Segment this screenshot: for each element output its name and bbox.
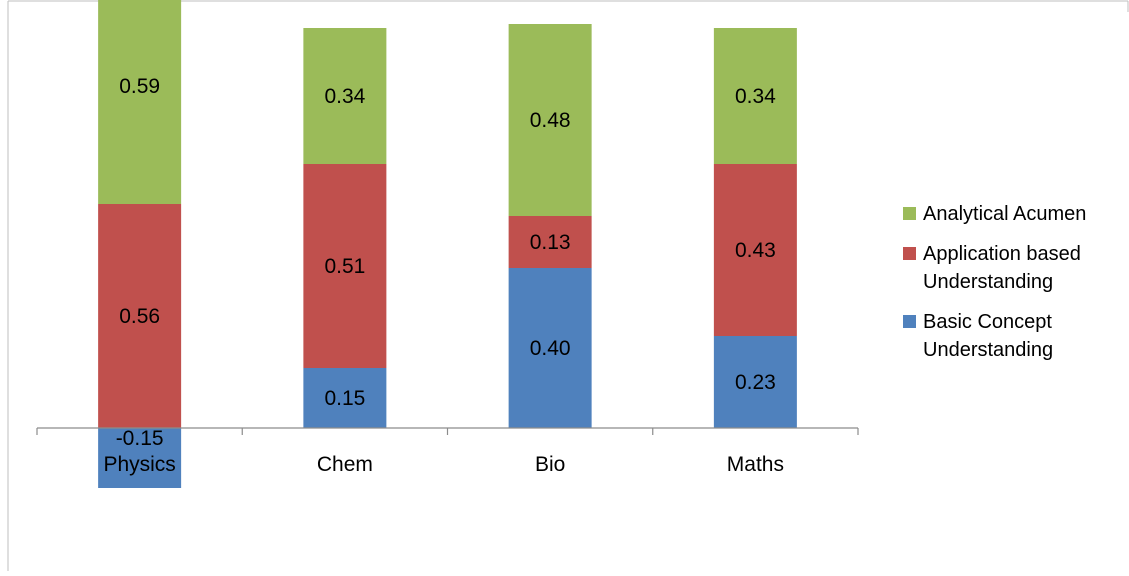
category-label-physics: Physics [103, 453, 175, 476]
bars-group [98, 0, 797, 488]
legend-item: Analytical Acumen [903, 200, 1123, 228]
data-label-physics-series-1: 0.56 [119, 305, 160, 328]
data-label-physics-series-2: 0.59 [119, 75, 160, 98]
legend-label: Analytical Acumen [923, 203, 1087, 225]
legend-item: Application based Understanding [903, 240, 1123, 296]
chart-frame [7, 0, 1129, 571]
bar-physics-series-0 [98, 428, 182, 488]
data-label-maths-series-1: 0.43 [735, 239, 776, 262]
data-label-bio-series-2: 0.48 [530, 109, 571, 132]
legend-swatch [903, 315, 916, 328]
bar-physics-series-1 [98, 204, 182, 428]
data-label-maths-series-0: 0.23 [735, 371, 776, 394]
legend-swatch [903, 247, 916, 260]
data-label-bio-series-0: 0.40 [530, 337, 571, 360]
bar-chem-series-1 [303, 164, 387, 368]
data-label-chem-series-0: 0.15 [324, 387, 365, 410]
category-label-chem: Chem [317, 453, 373, 476]
legend-item: Basic Concept Understanding [903, 308, 1123, 364]
bar-physics-series-2 [98, 0, 182, 204]
bar-maths-series-2 [713, 28, 797, 164]
data-label-physics-series-0: -0.15 [116, 427, 164, 450]
category-label-maths: Maths [727, 453, 784, 476]
legend-label: Application based Understanding [923, 243, 1081, 293]
bar-bio-series-2 [508, 24, 592, 216]
data-labels-group: -0.15 0.56 0.59 0.15 0.51 0.34 0.40 0.13 0.48 0.2… [116, 75, 776, 450]
data-label-chem-series-2: 0.34 [324, 85, 365, 108]
data-label-bio-series-1: 0.13 [530, 231, 571, 254]
x-axis [36, 427, 859, 435]
bar-chem-series-0 [303, 368, 387, 428]
category-labels-group: Physics Chem Bio Maths [103, 453, 784, 476]
bar-maths-series-1 [713, 164, 797, 336]
legend-swatch [903, 207, 916, 220]
bar-bio-series-0 [508, 268, 592, 428]
legend: Analytical Acumen Application based Unders… [903, 200, 1123, 376]
data-label-maths-series-2: 0.34 [735, 85, 776, 108]
bar-maths-series-0 [713, 336, 797, 428]
category-label-bio: Bio [535, 453, 565, 476]
bar-bio-series-1 [508, 216, 592, 268]
legend-label: Basic Concept Understanding [923, 311, 1054, 361]
bar-chem-series-2 [303, 28, 387, 164]
data-label-chem-series-1: 0.51 [324, 255, 365, 278]
